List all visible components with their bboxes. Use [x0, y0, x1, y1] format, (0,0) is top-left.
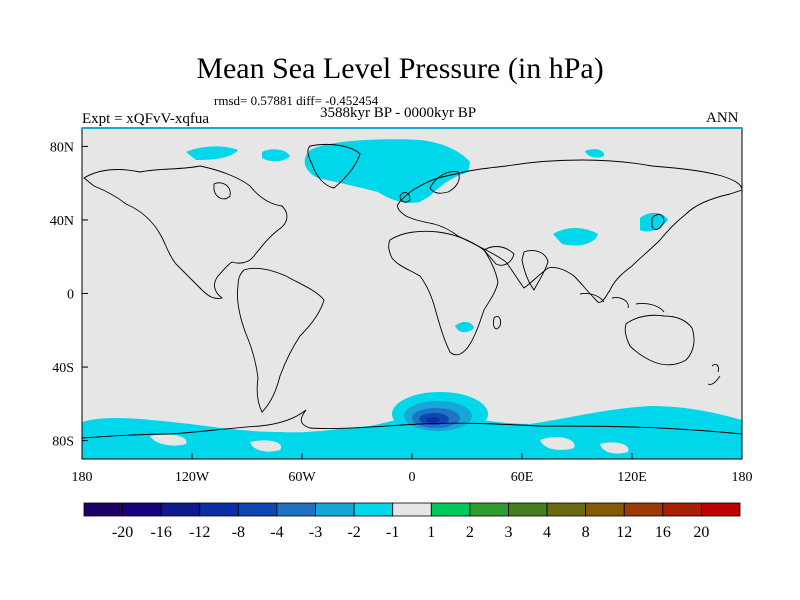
colorbar-label: -16 [151, 524, 172, 541]
coast-greenland [307, 143, 361, 189]
colorbar-swatch [623, 502, 664, 517]
coast-australia [624, 314, 695, 366]
colorbar-label: 8 [582, 524, 590, 541]
anomaly-japan [640, 212, 668, 232]
y-tick-label: 80S [52, 435, 74, 450]
coast-antarctica [82, 409, 742, 439]
colorbar-label: 16 [655, 524, 671, 541]
colorbar-swatch [276, 502, 316, 517]
colorbar-label: 1 [427, 524, 435, 541]
y-axis: 80N 40N 0 40S 80S [50, 140, 88, 450]
colorbar-label: -1 [386, 524, 399, 541]
colorbar: -20 -16 -12 -8 -4 -3 -2 -1 1 2 3 4 8 12 16 20 [83, 502, 741, 541]
experiment-label: Expt = xQFvV-xqfua [82, 111, 210, 127]
period-label: 3588kyr BP - 0000kyr BP [320, 105, 477, 121]
anomaly-arctic-canada [186, 146, 238, 160]
colorbar-label: -8 [232, 524, 245, 541]
colorbar-swatch [508, 502, 548, 517]
coastlines [82, 143, 742, 439]
coast-madagascar [493, 315, 501, 330]
colorbar-swatch [662, 502, 702, 517]
coast-new-zealand [707, 363, 721, 385]
colorbar-swatch [315, 502, 355, 517]
colorbar-swatch [546, 502, 587, 517]
x-tick-label: 0 [409, 470, 416, 485]
y-tick-label: 0 [67, 288, 74, 303]
colorbar-label: -2 [347, 524, 360, 541]
coast-arabia [483, 246, 515, 266]
anomaly-arctic-patch [262, 149, 290, 162]
colorbar-swatch [392, 502, 432, 517]
colorbar-swatch [199, 502, 239, 517]
anomaly-field [82, 139, 742, 459]
colorbar-label: 20 [693, 524, 709, 541]
y-tick-label: 80N [50, 140, 74, 155]
colorbar-label: 4 [543, 524, 551, 541]
x-axis: 180 120W 60W 0 60E 120E 180 [72, 453, 753, 485]
season-label: ANN [706, 110, 739, 126]
x-tick-label: 180 [72, 470, 93, 485]
anomaly-siberia-patch [585, 149, 605, 158]
colorbar-swatch [701, 502, 741, 517]
x-tick-label: 60E [511, 470, 534, 485]
coast-indonesia [579, 293, 665, 313]
colorbar-swatch [469, 502, 509, 517]
x-tick-label: 180 [732, 470, 753, 485]
colorbar-swatch [160, 502, 201, 517]
colorbar-swatch [122, 502, 162, 517]
coast-japan [651, 214, 665, 230]
colorbar-label: -3 [309, 524, 322, 541]
anomaly-southern-africa [455, 322, 474, 333]
anomaly-east-asia [553, 228, 598, 246]
colorbar-swatch [83, 502, 123, 517]
colorbar-label: 3 [504, 524, 512, 541]
x-tick-label: 60W [288, 470, 316, 485]
colorbar-label: 2 [466, 524, 474, 541]
x-tick-label: 120E [617, 470, 647, 485]
coast-north-america [83, 165, 288, 299]
colorbar-swatch [237, 502, 278, 517]
anomaly-arctic-greenland [304, 139, 470, 203]
figure-title: Mean Sea Level Pressure (in hPa) [196, 52, 604, 85]
anomaly-southern-ocean [82, 406, 742, 459]
coast-scandinavia [429, 171, 460, 194]
colorbar-swatch [430, 502, 471, 517]
coast-hudson-bay [213, 182, 231, 200]
anomaly-southern-ocean-holes [150, 434, 629, 454]
coast-british-isles [399, 192, 411, 203]
coast-india [521, 250, 549, 291]
coast-africa [388, 230, 499, 356]
x-tick-label: 120W [175, 470, 210, 485]
colorbar-label: -12 [189, 524, 210, 541]
colorbar-swatch [353, 502, 394, 517]
y-tick-label: 40N [50, 214, 74, 229]
y-tick-label: 40S [52, 361, 74, 376]
colorbar-label: 12 [616, 524, 632, 541]
colorbar-label: -4 [270, 524, 283, 541]
rmsd-diff-stats: rmsd= 0.57881 diff= -0.452454 [214, 93, 379, 108]
colorbar-swatch [585, 502, 625, 517]
colorbar-label: -20 [112, 524, 133, 541]
coast-south-america [237, 267, 325, 413]
anomaly-antarctic-low-5 [426, 417, 440, 423]
